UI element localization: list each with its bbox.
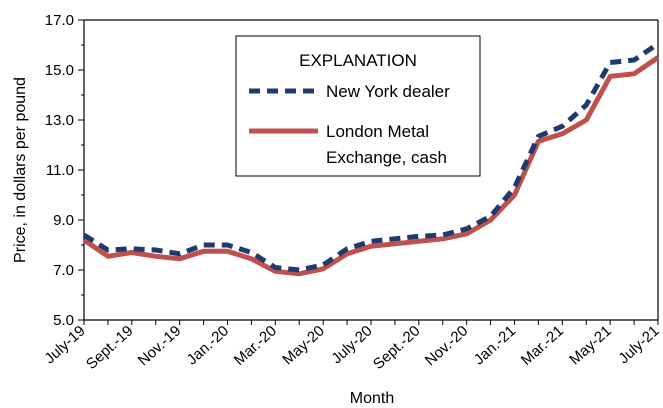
legend-title: EXPLANATION <box>299 51 417 70</box>
legend-label-london-metal-exchange-line2: Exchange, cash <box>326 148 447 167</box>
y-axis-ticks: 5.0 7.0 9.0 11.0 13.0 15.0 17.0 <box>45 12 84 329</box>
x-tick-label: July-21 <box>615 322 662 367</box>
y-tick-label: 15.0 <box>45 62 74 79</box>
x-tick-label: Jan.-21 <box>471 322 520 368</box>
x-tick-label: Sept.-19 <box>83 322 137 373</box>
y-tick-label: 5.0 <box>53 312 74 329</box>
x-tick-label: Sept.-20 <box>370 322 424 373</box>
x-tick-label: Mar.-20 <box>231 322 280 369</box>
legend-label-london-metal-exchange-line1: London Metal <box>326 122 429 141</box>
y-axis-label: Price, in dollars per pound <box>12 77 29 263</box>
x-tick-label: July-19 <box>41 322 88 367</box>
series-line-new-york-dealer <box>82 41 660 273</box>
series-line-london-metal-exchange <box>82 55 660 277</box>
y-tick-label: 13.0 <box>45 112 74 129</box>
x-tick-label: July-20 <box>328 322 375 367</box>
y-tick-label: 7.0 <box>53 262 74 279</box>
y-tick-label: 9.0 <box>53 212 74 229</box>
x-tick-label: Nov.-20 <box>422 322 472 369</box>
x-tick-label: May-20 <box>279 322 328 368</box>
legend-label-new-york-dealer: New York dealer <box>326 82 450 101</box>
x-axis-label: Month <box>350 390 394 407</box>
x-tick-label: Nov.-19 <box>135 322 185 369</box>
x-tick-label: Jan.-20 <box>184 322 233 368</box>
y-tick-label: 17.0 <box>45 12 74 29</box>
legend: EXPLANATION New York dealer London Metal… <box>235 35 481 177</box>
x-tick-label: May-21 <box>566 322 615 368</box>
legend-box <box>235 35 481 177</box>
series-layer <box>82 41 660 277</box>
x-tick-label: Mar.-21 <box>518 322 567 369</box>
y-tick-label: 11.0 <box>46 162 74 179</box>
